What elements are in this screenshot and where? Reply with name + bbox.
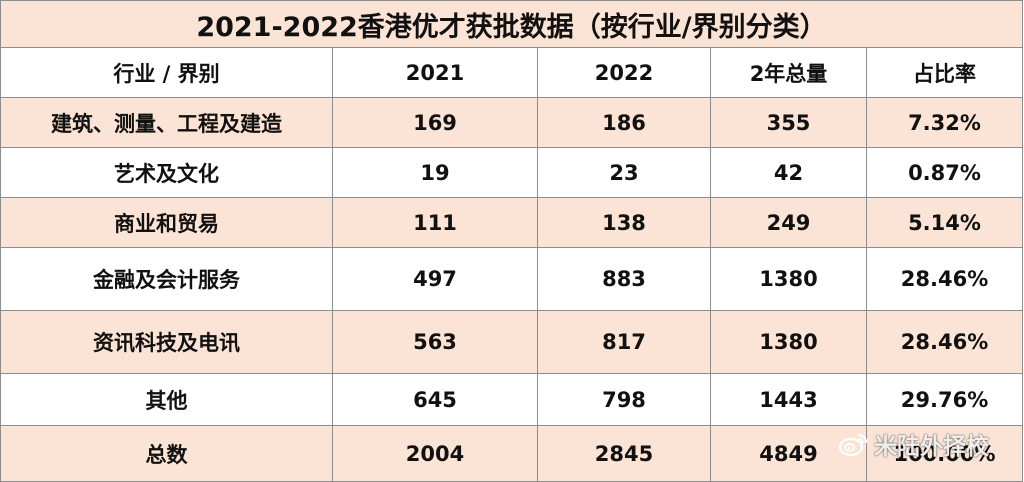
sector-cell: 艺术及文化 (0, 147, 333, 198)
header-row: 行业 / 界别 2021 2022 2年总量 占比率 (0, 47, 1023, 98)
value-2022-cell: 23 (537, 147, 711, 198)
value-2022-cell: 138 (537, 197, 711, 248)
total-cell: 1443 (710, 373, 867, 426)
table-row: 建筑、测量、工程及建造 169 186 355 7.32% (0, 97, 1023, 148)
sector-cell: 建筑、测量、工程及建造 (0, 97, 333, 148)
total-cell: 1380 (710, 247, 867, 311)
sector-cell: 金融及会计服务 (0, 247, 333, 311)
header-2021: 2021 (332, 47, 538, 98)
share-cell: 28.46% (866, 247, 1023, 311)
header-total: 2年总量 (710, 47, 867, 98)
sector-cell: 其他 (0, 373, 333, 426)
sector-cell: 商业和贸易 (0, 197, 333, 248)
header-2022: 2022 (537, 47, 711, 98)
total-cell: 355 (710, 97, 867, 148)
table-row: 其他 645 798 1443 29.76% (0, 373, 1023, 426)
share-cell: 100.00% (866, 425, 1023, 482)
value-2021-cell: 19 (332, 147, 538, 198)
value-2021-cell: 169 (332, 97, 538, 148)
total-cell: 42 (710, 147, 867, 198)
table-row: 商业和贸易 111 138 249 5.14% (0, 197, 1023, 248)
share-cell: 7.32% (866, 97, 1023, 148)
header-share: 占比率 (866, 47, 1023, 98)
share-cell: 29.76% (866, 373, 1023, 426)
share-cell: 0.87% (866, 147, 1023, 198)
sector-cell: 总数 (0, 425, 333, 482)
sector-cell: 资讯科技及电讯 (0, 310, 333, 374)
table-title: 2021-2022香港优才获批数据（按行业/界别分类） (0, 0, 1023, 48)
value-2022-cell: 798 (537, 373, 711, 426)
share-cell: 28.46% (866, 310, 1023, 374)
table-row: 金融及会计服务 497 883 1380 28.46% (0, 247, 1023, 311)
share-cell: 5.14% (866, 197, 1023, 248)
value-2022-cell: 186 (537, 97, 711, 148)
value-2021-cell: 497 (332, 247, 538, 311)
table-row: 资讯科技及电讯 563 817 1380 28.46% (0, 310, 1023, 374)
table-row: 艺术及文化 19 23 42 0.87% (0, 147, 1023, 198)
value-2022-cell: 2845 (537, 425, 711, 482)
value-2021-cell: 645 (332, 373, 538, 426)
total-row: 总数 2004 2845 4849 100.00% (0, 425, 1023, 482)
value-2021-cell: 2004 (332, 425, 538, 482)
header-sector: 行业 / 界别 (0, 47, 333, 98)
total-cell: 4849 (710, 425, 867, 482)
value-2021-cell: 111 (332, 197, 538, 248)
value-2022-cell: 883 (537, 247, 711, 311)
value-2022-cell: 817 (537, 310, 711, 374)
value-2021-cell: 563 (332, 310, 538, 374)
title-row: 2021-2022香港优才获批数据（按行业/界别分类） (0, 0, 1023, 48)
total-cell: 1380 (710, 310, 867, 374)
total-cell: 249 (710, 197, 867, 248)
